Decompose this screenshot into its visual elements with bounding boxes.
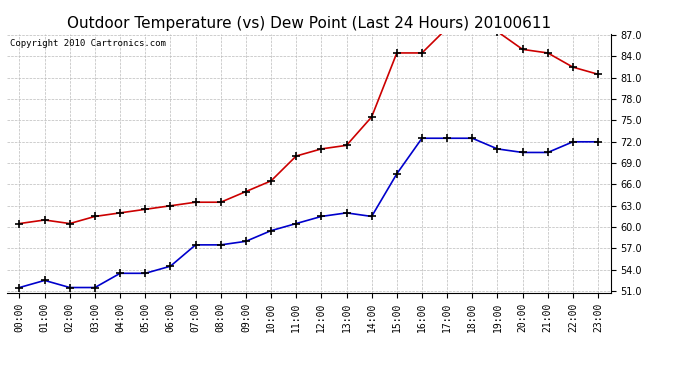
Text: Copyright 2010 Cartronics.com: Copyright 2010 Cartronics.com bbox=[10, 39, 166, 48]
Title: Outdoor Temperature (vs) Dew Point (Last 24 Hours) 20100611: Outdoor Temperature (vs) Dew Point (Last… bbox=[67, 16, 551, 31]
